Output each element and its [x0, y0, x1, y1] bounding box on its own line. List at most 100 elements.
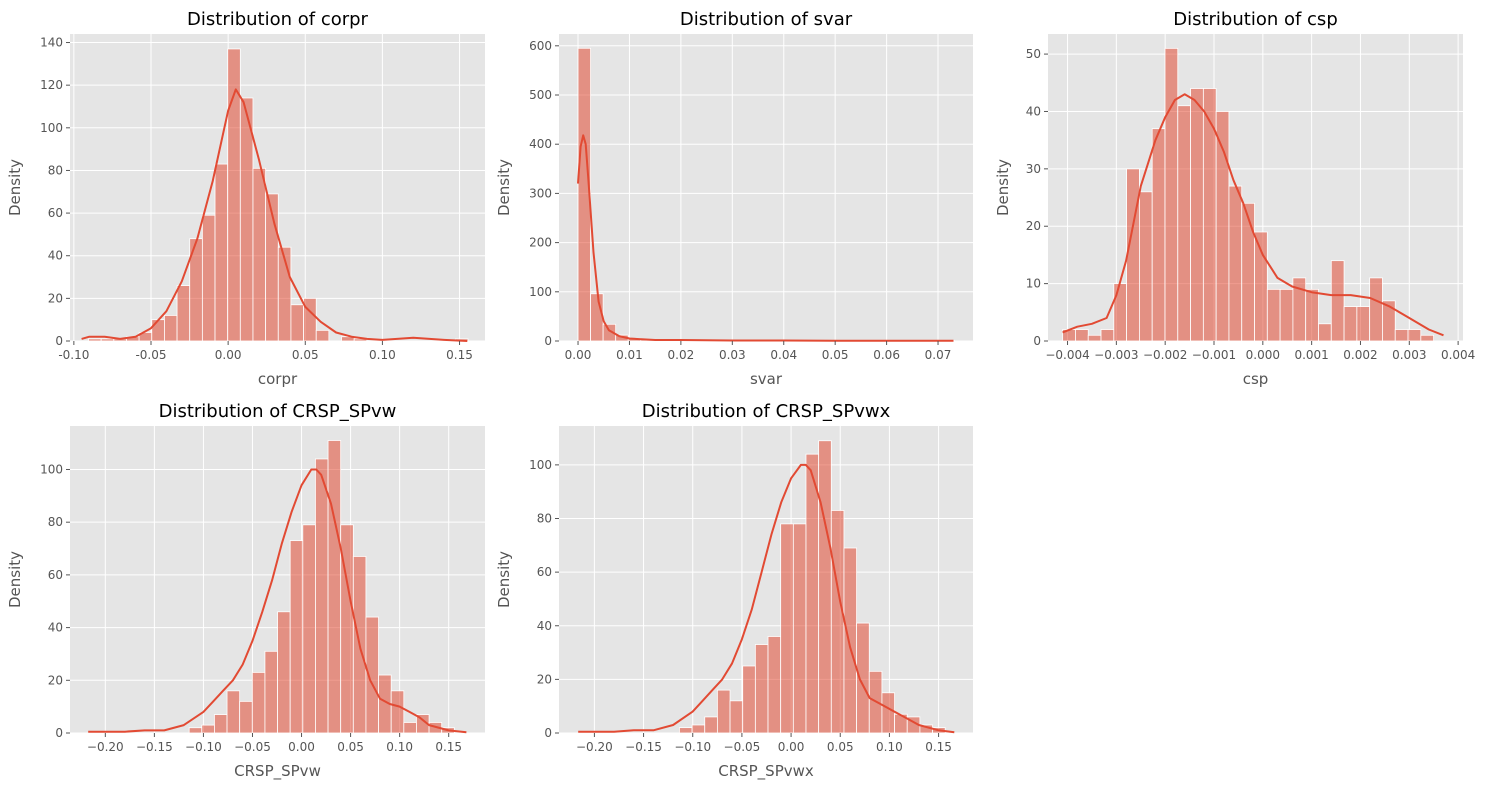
histogram-bar: [327, 440, 342, 734]
x-tick-label: 0.003: [1392, 348, 1426, 362]
histogram-bar: [1394, 329, 1409, 342]
x-tick-label: 0.05: [822, 348, 849, 362]
x-tick-label: −0.20: [87, 740, 124, 754]
x-tick-label: 0.004: [1441, 348, 1475, 362]
histogram-bar: [1190, 88, 1204, 342]
y-tick-label: 300: [529, 186, 552, 200]
histogram-bar: [201, 214, 216, 342]
y-axis-label: Density: [6, 159, 24, 216]
x-tick-label: 0.000: [1246, 348, 1280, 362]
y-tick-label: 20: [1026, 219, 1041, 233]
x-tick-label: −0.10: [185, 740, 222, 754]
histogram-bar: [1215, 111, 1230, 342]
histogram-bar: [239, 700, 253, 734]
y-axis-label: Density: [994, 159, 1012, 216]
histogram-bar: [767, 636, 782, 734]
subplot-title: Distribution of corpr: [187, 9, 369, 30]
histogram-bar: [1113, 283, 1128, 342]
y-tick-label: 600: [529, 39, 552, 53]
x-tick-label: 0.02: [668, 348, 695, 362]
y-tick-label: 120: [40, 78, 63, 92]
histogram-bar: [176, 285, 191, 342]
y-axis-label: Density: [495, 159, 513, 216]
y-tick-label: 30: [1026, 162, 1041, 176]
y-tick-label: 50: [1026, 47, 1041, 61]
histogram-bar: [1177, 105, 1191, 342]
x-tick-label: −0.001: [1192, 348, 1236, 362]
histogram-bar: [1202, 88, 1217, 342]
x-tick-label: 0.04: [770, 348, 797, 362]
kde-curve: [88, 468, 467, 734]
histogram-bar: [843, 547, 858, 734]
subplot-5: −0.20 −0.15 −0.10 −0.05 0.00 0.05 0.10 0.15 0 20 4…: [495, 401, 973, 781]
x-axis-label: csp: [1243, 370, 1269, 388]
histogram-bar: [303, 297, 317, 342]
y-tick-label: 400: [529, 137, 552, 151]
histogram-bar: [1382, 300, 1396, 342]
histogram-bar: [1126, 168, 1140, 342]
y-tick-label: 100: [529, 458, 552, 472]
histogram-bar: [754, 644, 769, 734]
y-tick-label: 500: [529, 88, 552, 102]
histogram-bar: [88, 338, 102, 342]
x-tick-label: 0.00: [288, 740, 315, 754]
x-tick-label: 0.002: [1343, 348, 1377, 362]
subplot-title: Distribution of csp: [1173, 9, 1338, 30]
histogram-bar: [1164, 47, 1179, 342]
histogram-bar: [830, 510, 845, 734]
histogram-bar: [164, 315, 178, 342]
y-tick-label: 60: [48, 206, 63, 220]
histogram-bar: [1318, 323, 1332, 342]
y-tick-label: 40: [537, 619, 552, 633]
x-tick-label: −0.10: [674, 740, 711, 754]
subplot-2: 0.00 0.01 0.02 0.03 0.04 0.05 0.06 0.07 0 100 200 3…: [495, 9, 973, 388]
x-tick-label: −0.003: [1094, 348, 1138, 362]
histogram-bar: [239, 97, 254, 342]
y-tick-label: 40: [48, 249, 63, 263]
x-tick-label: 0.01: [616, 348, 643, 362]
histogram-bar: [290, 304, 304, 342]
histogram-bar: [1330, 260, 1345, 342]
x-axis-label: corpr: [258, 370, 298, 388]
histogram-bar: [1420, 334, 1435, 342]
y-tick-label: 80: [48, 163, 63, 177]
x-tick-label: -0.10: [58, 348, 89, 362]
histogram-bar: [1254, 231, 1268, 342]
kde-curve: [577, 134, 954, 342]
x-tick-label: 0.05: [292, 348, 319, 362]
x-tick-label: 0.00: [215, 348, 242, 362]
histogram-bar: [1343, 306, 1358, 342]
subplot-4: −0.20 −0.15 −0.10 −0.05 0.00 0.05 0.10 0.15 0 20 4…: [6, 401, 485, 781]
histogram-bar: [577, 47, 591, 342]
histogram-bar: [251, 671, 266, 734]
x-tick-label: −0.05: [724, 740, 761, 754]
histogram-bar: [792, 523, 807, 734]
histogram-bar: [201, 724, 215, 734]
plot-area: [559, 34, 973, 341]
histogram-bar: [691, 724, 706, 734]
histogram-bar: [780, 523, 794, 734]
x-axis-label: CRSP_SPvw: [234, 762, 321, 781]
y-tick-label: 40: [1026, 104, 1041, 118]
x-tick-label: 0.03: [719, 348, 746, 362]
y-tick-label: 80: [48, 515, 63, 529]
subplot-1: -0.10 -0.05 0.00 0.05 0.10 0.15 0 20 40 60 80 100 12…: [6, 9, 485, 388]
histogram-bar: [1356, 306, 1371, 342]
y-tick-label: 20: [537, 672, 552, 686]
x-tick-label: 0.00: [565, 348, 592, 362]
kde-curve: [578, 463, 955, 734]
histogram-bar: [1138, 191, 1153, 342]
histogram-bar: [277, 611, 291, 734]
x-tick-label: 0.06: [873, 348, 900, 362]
y-tick-label: 140: [40, 36, 63, 50]
y-tick-label: 0: [1033, 334, 1041, 348]
histogram-bar: [226, 690, 241, 734]
histogram-bar: [1100, 329, 1115, 342]
histogram-bar: [729, 700, 744, 734]
y-tick-label: 0: [55, 726, 63, 740]
y-tick-label: 0: [55, 334, 63, 348]
x-tick-label: 0.15: [435, 740, 462, 754]
histogram-bar: [602, 323, 617, 342]
x-tick-label: 0.05: [827, 740, 854, 754]
